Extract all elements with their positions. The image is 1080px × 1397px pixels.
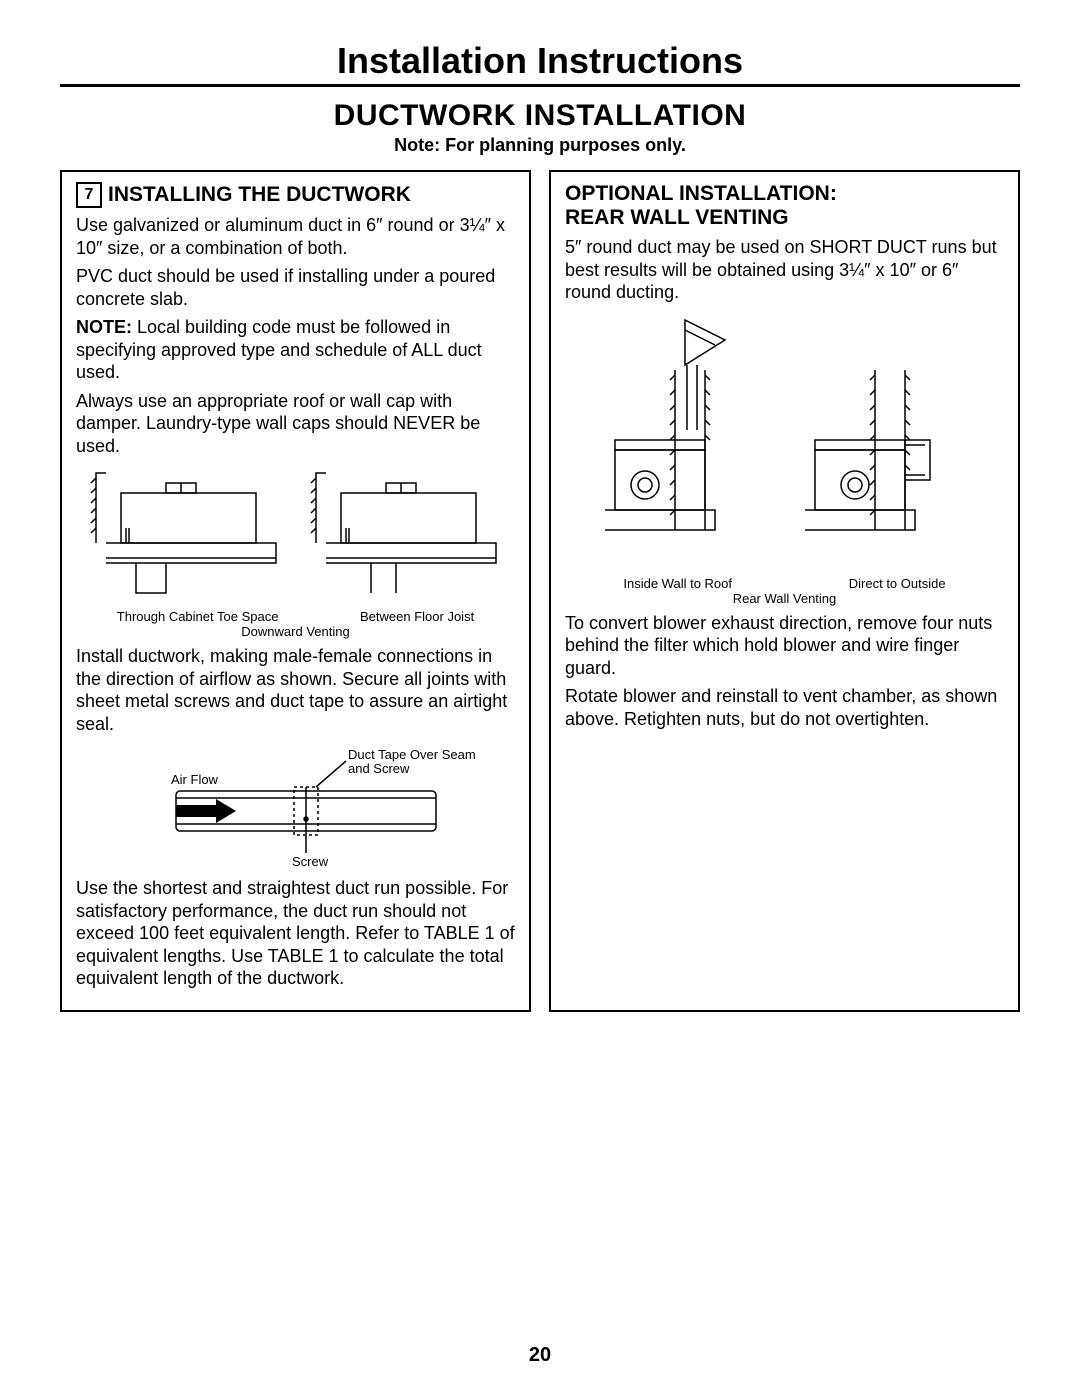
- step-number-box: 7: [76, 182, 102, 208]
- step-heading-text: INSTALLING THE DUCTWORK: [108, 183, 411, 207]
- right-column: OPTIONAL INSTALLATION: REAR WALL VENTING…: [549, 170, 1020, 1012]
- tape-label-1: Duct Tape Over Seamand Screw: [348, 747, 476, 776]
- fig1-labels: Through Cabinet Toe Space Between Floor …: [76, 609, 515, 624]
- right-heading-l1: OPTIONAL INSTALLATION:: [565, 182, 837, 205]
- figR-caption: Rear Wall Venting: [565, 591, 1004, 606]
- figR-labels: Inside Wall to Roof Direct to Outside: [565, 576, 1004, 591]
- right-p1: 5″ round duct may be used on SHORT DUCT …: [565, 236, 1004, 304]
- figR-label-left: Inside Wall to Roof: [623, 576, 732, 591]
- airflow-diagram: Air Flow Duct Tape Over Seamand Screw Sc…: [116, 741, 476, 871]
- page-number: 20: [0, 1344, 1080, 1367]
- fig1-caption: Downward Venting: [76, 624, 515, 639]
- screw-label: Screw: [292, 854, 329, 869]
- left-p6: Use the shortest and straightest duct ru…: [76, 877, 515, 990]
- left-p4: Always use an appropriate roof or wall c…: [76, 390, 515, 458]
- right-p3: Rotate blower and reinstall to vent cham…: [565, 685, 1004, 730]
- airflow-label: Air Flow: [171, 772, 219, 787]
- left-p3-rest: Local building code must be followed in …: [76, 317, 482, 382]
- note-line: Note: For planning purposes only.: [60, 135, 1020, 156]
- fig1-label-left: Through Cabinet Toe Space: [117, 609, 279, 624]
- left-p1: Use galvanized or aluminum duct in 6″ ro…: [76, 214, 515, 259]
- left-p2: PVC duct should be used if installing un…: [76, 265, 515, 310]
- left-p5: Install ductwork, making male-female con…: [76, 645, 515, 735]
- step-heading: 7 INSTALLING THE DUCTWORK: [76, 182, 515, 208]
- left-p3-prefix: NOTE:: [76, 317, 132, 337]
- section-title: DUCTWORK INSTALLATION: [60, 99, 1020, 133]
- left-p3: NOTE: Local building code must be follow…: [76, 316, 515, 384]
- figR-label-right: Direct to Outside: [849, 576, 946, 591]
- right-heading-l2: REAR WALL VENTING: [565, 206, 789, 229]
- right-heading: OPTIONAL INSTALLATION: REAR WALL VENTING: [565, 182, 1004, 230]
- rear-wall-venting-diagram: [585, 310, 985, 570]
- fig1-label-right: Between Floor Joist: [360, 609, 474, 624]
- main-title: Installation Instructions: [60, 40, 1020, 87]
- downward-venting-diagram: [86, 463, 506, 603]
- left-column: 7 INSTALLING THE DUCTWORK Use galvanized…: [60, 170, 531, 1012]
- right-p2: To convert blower exhaust direction, rem…: [565, 612, 1004, 680]
